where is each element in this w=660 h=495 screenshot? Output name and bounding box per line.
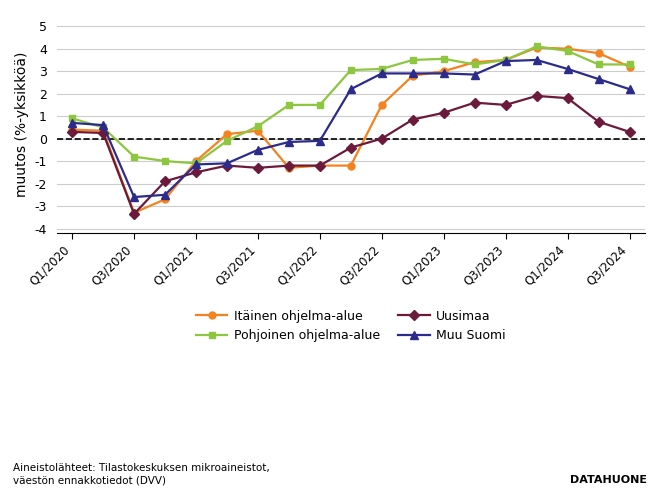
Itäinen ohjelma-alue bbox=[192, 158, 200, 164]
Line: Uusimaa: Uusimaa bbox=[69, 93, 633, 217]
Pohjoinen ohjelma-alue bbox=[99, 124, 107, 130]
Uusimaa bbox=[347, 145, 355, 150]
Itäinen ohjelma-alue bbox=[440, 68, 447, 74]
Uusimaa bbox=[595, 119, 603, 125]
Uusimaa bbox=[316, 163, 324, 169]
Itäinen ohjelma-alue bbox=[223, 131, 231, 137]
Pohjoinen ohjelma-alue bbox=[192, 160, 200, 166]
Pohjoinen ohjelma-alue bbox=[223, 138, 231, 144]
Pohjoinen ohjelma-alue bbox=[254, 123, 262, 129]
Itäinen ohjelma-alue bbox=[533, 45, 541, 50]
Pohjoinen ohjelma-alue bbox=[626, 61, 634, 67]
Pohjoinen ohjelma-alue bbox=[378, 66, 385, 72]
Itäinen ohjelma-alue bbox=[409, 73, 416, 79]
Muu Suomi bbox=[533, 57, 541, 63]
Muu Suomi bbox=[192, 161, 200, 167]
Muu Suomi bbox=[564, 66, 572, 72]
Muu Suomi bbox=[316, 138, 324, 144]
Pohjoinen ohjelma-alue bbox=[409, 57, 416, 63]
Uusimaa bbox=[254, 165, 262, 171]
Uusimaa bbox=[99, 130, 107, 136]
Muu Suomi bbox=[440, 70, 447, 76]
Uusimaa bbox=[409, 116, 416, 122]
Muu Suomi bbox=[68, 120, 76, 126]
Muu Suomi bbox=[471, 72, 478, 78]
Itäinen ohjelma-alue bbox=[99, 128, 107, 134]
Itäinen ohjelma-alue bbox=[471, 59, 478, 65]
Muu Suomi bbox=[502, 58, 510, 64]
Line: Pohjoinen ohjelma-alue: Pohjoinen ohjelma-alue bbox=[69, 43, 633, 167]
Pohjoinen ohjelma-alue bbox=[68, 115, 76, 121]
Itäinen ohjelma-alue bbox=[378, 102, 385, 108]
Muu Suomi bbox=[99, 122, 107, 128]
Pohjoinen ohjelma-alue bbox=[316, 102, 324, 108]
Text: DATAHUONE: DATAHUONE bbox=[570, 475, 647, 485]
Pohjoinen ohjelma-alue bbox=[502, 57, 510, 63]
Text: Aineistolähteet: Tilastokeskuksen mikroaineistot,
väestön ennakkotiedot (DVV): Aineistolähteet: Tilastokeskuksen mikroa… bbox=[13, 463, 270, 485]
Muu Suomi bbox=[254, 147, 262, 153]
Line: Muu Suomi: Muu Suomi bbox=[68, 56, 634, 201]
Muu Suomi bbox=[285, 139, 293, 145]
Uusimaa bbox=[471, 99, 478, 105]
Itäinen ohjelma-alue bbox=[502, 57, 510, 63]
Itäinen ohjelma-alue bbox=[564, 46, 572, 51]
Uusimaa bbox=[533, 93, 541, 99]
Muu Suomi bbox=[161, 192, 169, 198]
Uusimaa bbox=[130, 211, 138, 217]
Uusimaa bbox=[192, 169, 200, 175]
Uusimaa bbox=[378, 136, 385, 142]
Itäinen ohjelma-alue bbox=[626, 64, 634, 70]
Uusimaa bbox=[564, 95, 572, 101]
Itäinen ohjelma-alue bbox=[254, 128, 262, 134]
Uusimaa bbox=[285, 163, 293, 169]
Y-axis label: muutos (%-yksikköä): muutos (%-yksikköä) bbox=[15, 51, 29, 197]
Itäinen ohjelma-alue bbox=[68, 127, 76, 133]
Pohjoinen ohjelma-alue bbox=[161, 158, 169, 164]
Uusimaa bbox=[502, 102, 510, 108]
Muu Suomi bbox=[223, 160, 231, 166]
Itäinen ohjelma-alue bbox=[316, 163, 324, 169]
Itäinen ohjelma-alue bbox=[161, 197, 169, 202]
Uusimaa bbox=[440, 110, 447, 116]
Muu Suomi bbox=[595, 76, 603, 82]
Muu Suomi bbox=[378, 70, 385, 76]
Pohjoinen ohjelma-alue bbox=[130, 153, 138, 159]
Itäinen ohjelma-alue bbox=[595, 50, 603, 56]
Itäinen ohjelma-alue bbox=[347, 163, 355, 169]
Uusimaa bbox=[626, 129, 634, 135]
Itäinen ohjelma-alue bbox=[285, 165, 293, 171]
Line: Itäinen ohjelma-alue: Itäinen ohjelma-alue bbox=[69, 44, 633, 216]
Pohjoinen ohjelma-alue bbox=[285, 102, 293, 108]
Pohjoinen ohjelma-alue bbox=[533, 44, 541, 50]
Muu Suomi bbox=[626, 86, 634, 92]
Pohjoinen ohjelma-alue bbox=[595, 61, 603, 67]
Pohjoinen ohjelma-alue bbox=[440, 56, 447, 62]
Legend: Itäinen ohjelma-alue, Pohjoinen ohjelma-alue, Uusimaa, Muu Suomi: Itäinen ohjelma-alue, Pohjoinen ohjelma-… bbox=[191, 304, 511, 347]
Uusimaa bbox=[223, 163, 231, 169]
Uusimaa bbox=[68, 129, 76, 135]
Muu Suomi bbox=[130, 194, 138, 200]
Muu Suomi bbox=[347, 86, 355, 92]
Pohjoinen ohjelma-alue bbox=[347, 67, 355, 73]
Muu Suomi bbox=[409, 70, 416, 76]
Uusimaa bbox=[161, 178, 169, 184]
Pohjoinen ohjelma-alue bbox=[564, 48, 572, 54]
Itäinen ohjelma-alue bbox=[130, 210, 138, 216]
Pohjoinen ohjelma-alue bbox=[471, 61, 478, 67]
